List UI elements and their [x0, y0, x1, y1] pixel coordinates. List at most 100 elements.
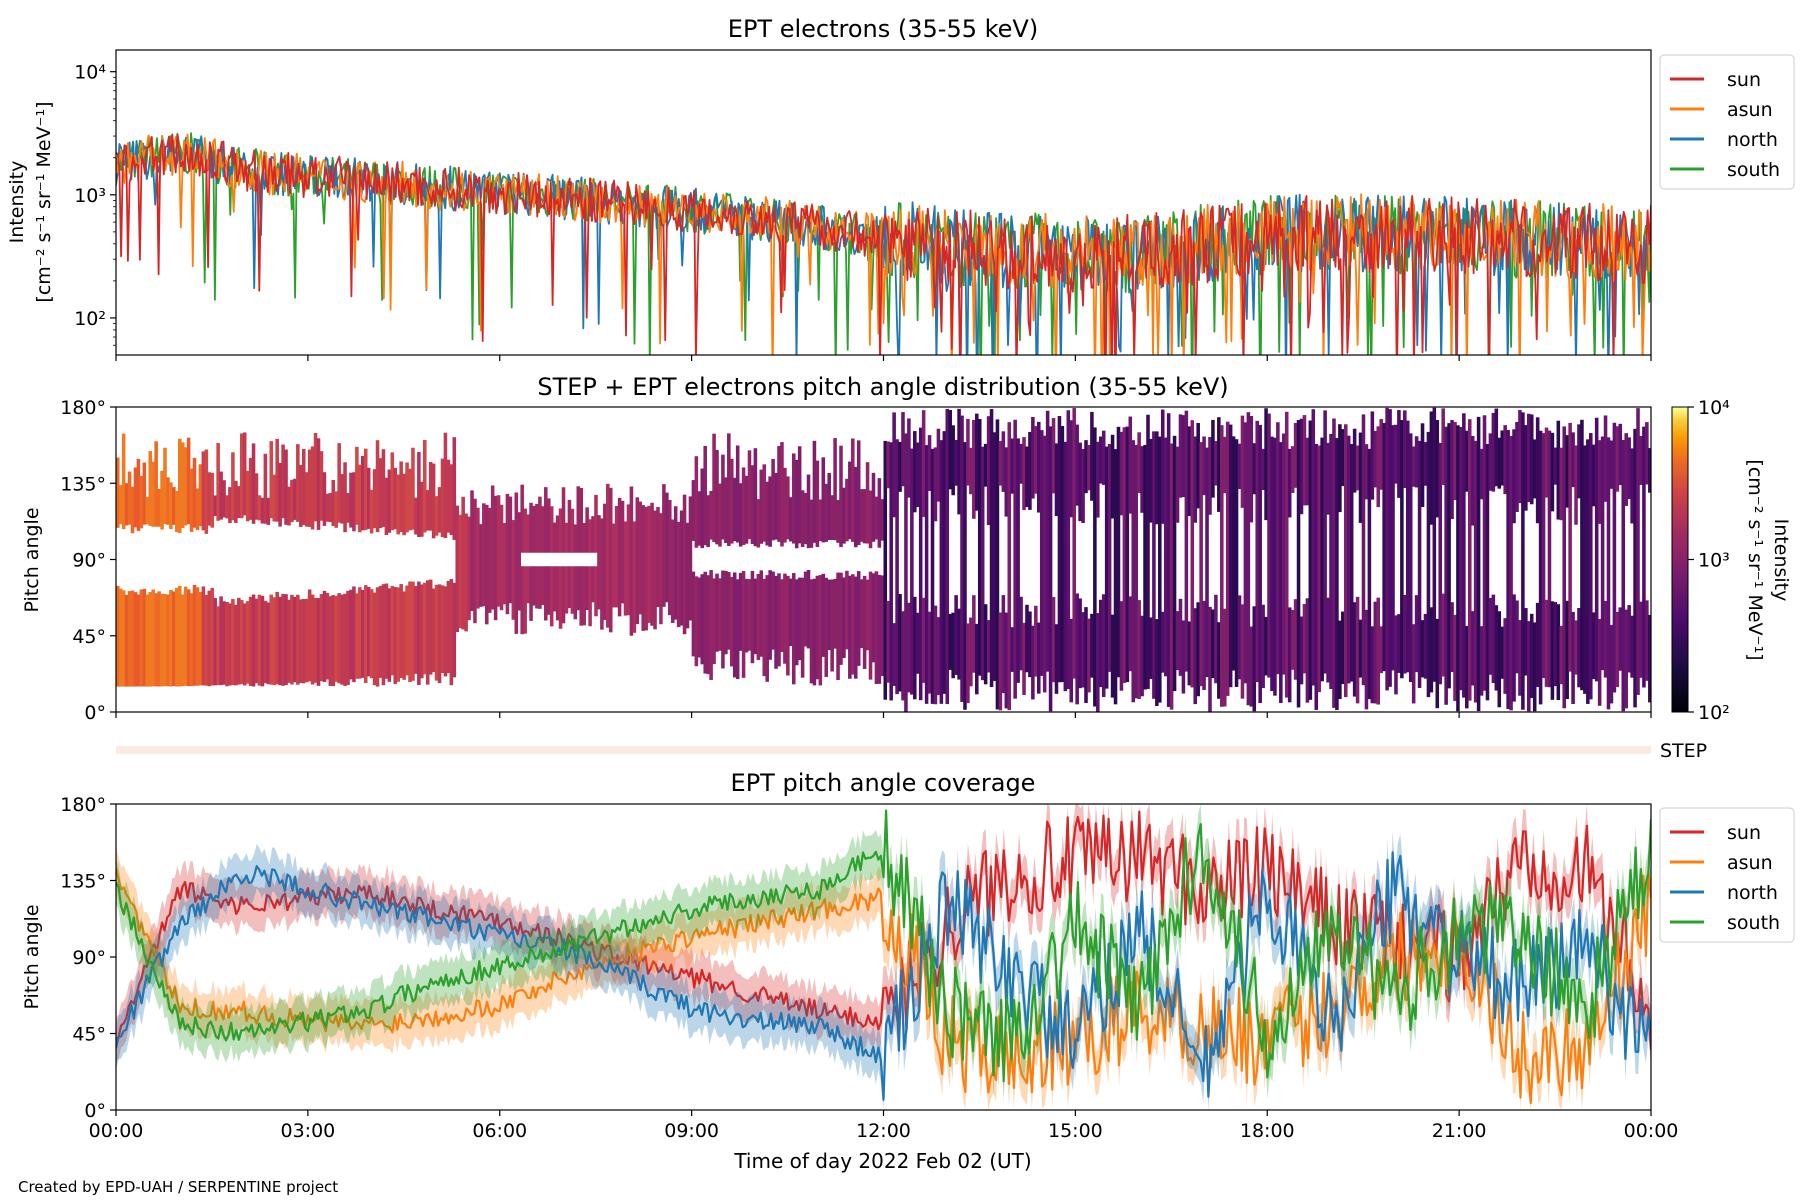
y-tick-label: 0° — [84, 702, 106, 724]
heatmap-cell — [1137, 432, 1141, 494]
heatmap-cell — [405, 585, 409, 676]
heatmap-cell — [387, 469, 392, 533]
heatmap-cell — [907, 602, 911, 693]
heatmap-cell — [856, 571, 861, 666]
heatmap-cell — [526, 514, 530, 553]
heatmap-cell — [121, 590, 126, 687]
heatmap-cell — [558, 508, 563, 553]
heatmap-cell — [768, 570, 772, 660]
x-tick-label: 09:00 — [664, 1120, 719, 1142]
heatmap-cell — [712, 578, 716, 665]
heatmap-cell — [730, 576, 734, 667]
heatmap-cell — [774, 472, 778, 540]
heatmap-cell — [166, 477, 170, 525]
heatmap-cell — [786, 575, 790, 676]
heatmap-cell — [1450, 419, 1454, 520]
heatmap-cell — [372, 592, 377, 686]
heatmap-cell — [694, 576, 699, 667]
heatmap-cell — [1323, 410, 1327, 674]
heatmap-cell — [1320, 437, 1324, 682]
heatmap-cell — [464, 513, 468, 632]
heatmap-cell — [1293, 422, 1298, 488]
heatmap-cell — [1600, 436, 1605, 671]
heatmap-cell — [139, 475, 144, 529]
heatmap-cell — [1096, 441, 1100, 518]
heatmap-cell — [576, 566, 581, 611]
heatmap-cell — [1016, 438, 1020, 683]
heatmap-cell — [1125, 426, 1130, 683]
heatmap-cell — [248, 457, 253, 520]
heatmap-cell — [1432, 407, 1437, 682]
heatmap-cell — [969, 617, 973, 687]
heatmap-cell — [1101, 430, 1106, 485]
heatmap-cell — [402, 591, 406, 680]
heatmap-cell — [1597, 440, 1602, 524]
heatmap-cell — [437, 584, 442, 684]
heatmap-cell — [1376, 426, 1381, 508]
heatmap-cell — [1249, 626, 1254, 707]
heatmap-cell — [1609, 625, 1614, 704]
heatmap-cell — [591, 516, 595, 553]
heatmap-cell — [310, 446, 315, 530]
heatmap-cell — [251, 443, 256, 524]
heatmap-cell — [1482, 415, 1487, 691]
heatmap-cell — [541, 506, 545, 553]
heatmap-cell — [606, 483, 610, 628]
heatmap-cell — [1258, 424, 1262, 704]
heatmap-cell — [1160, 409, 1165, 524]
heatmap-cell — [216, 443, 220, 521]
heatmap-cell — [399, 584, 403, 678]
heatmap-cell — [1063, 441, 1068, 692]
heatmap-cell — [910, 448, 914, 695]
heatmap-cell — [1470, 435, 1475, 526]
heatmap-cell — [836, 572, 840, 680]
heatmap-cell — [1338, 620, 1342, 700]
heatmap-cell — [697, 577, 702, 658]
heatmap-cell — [546, 498, 551, 553]
heatmap-cell — [1397, 410, 1401, 498]
heatmap-cell — [1128, 596, 1133, 672]
heatmap-cell — [1252, 606, 1257, 712]
heatmap-cell — [1515, 600, 1519, 674]
heatmap-cell — [1137, 600, 1141, 699]
heatmap-cell — [930, 448, 935, 704]
heatmap-cell — [1217, 622, 1221, 699]
heatmap-cell — [1512, 429, 1516, 524]
y-tick-label: 45° — [72, 1024, 106, 1046]
heatmap-cell — [1081, 612, 1085, 688]
heatmap-cell — [579, 566, 584, 626]
heatmap-cell — [417, 452, 421, 538]
heatmap-cell — [1104, 446, 1109, 689]
heatmap-cell — [248, 596, 253, 686]
heatmap-cell — [1379, 626, 1383, 674]
heatmap-cell — [936, 428, 941, 502]
heatmap-cell — [526, 566, 530, 604]
heatmap-cell — [679, 510, 684, 626]
x-tick-label: 00:00 — [89, 1120, 144, 1142]
heatmap-cell — [1447, 423, 1451, 689]
heatmap-cell — [449, 464, 454, 536]
heatmap-cell — [1098, 599, 1103, 688]
heatmap-cell — [898, 593, 902, 692]
panel3-y-ticks: 0° 45° 90° 135° 180° — [60, 794, 116, 1122]
heatmap-cell — [213, 495, 217, 516]
heatmap-cell — [1532, 439, 1537, 499]
heatmap-cell — [576, 486, 581, 553]
heatmap-cell — [1013, 419, 1017, 699]
heatmap-cell — [768, 476, 772, 547]
heatmap-cell — [886, 600, 891, 683]
heatmap-cell — [880, 575, 885, 676]
heatmap-cell — [939, 440, 944, 704]
panel1-series-lines — [116, 132, 1651, 355]
heatmap-cell — [703, 571, 707, 674]
heatmap-cell — [1045, 410, 1050, 672]
heatmap-cell — [783, 573, 787, 664]
heatmap-cell — [1066, 410, 1071, 690]
heatmap-cell — [644, 506, 648, 631]
heatmap-cell — [1589, 433, 1593, 700]
heatmap-cell — [1178, 414, 1183, 498]
heatmap-cell — [1222, 608, 1227, 707]
heatmap-cell — [1577, 607, 1581, 688]
heatmap-cell — [375, 587, 380, 687]
heatmap-cell — [727, 571, 731, 650]
